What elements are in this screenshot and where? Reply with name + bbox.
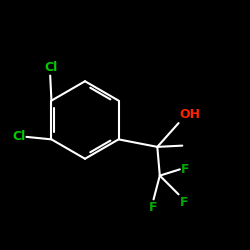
Text: Cl: Cl [45, 61, 58, 74]
Text: F: F [149, 202, 158, 214]
Text: OH: OH [179, 108, 200, 121]
Text: F: F [181, 163, 189, 176]
Text: F: F [180, 196, 188, 208]
Text: Cl: Cl [12, 130, 25, 143]
